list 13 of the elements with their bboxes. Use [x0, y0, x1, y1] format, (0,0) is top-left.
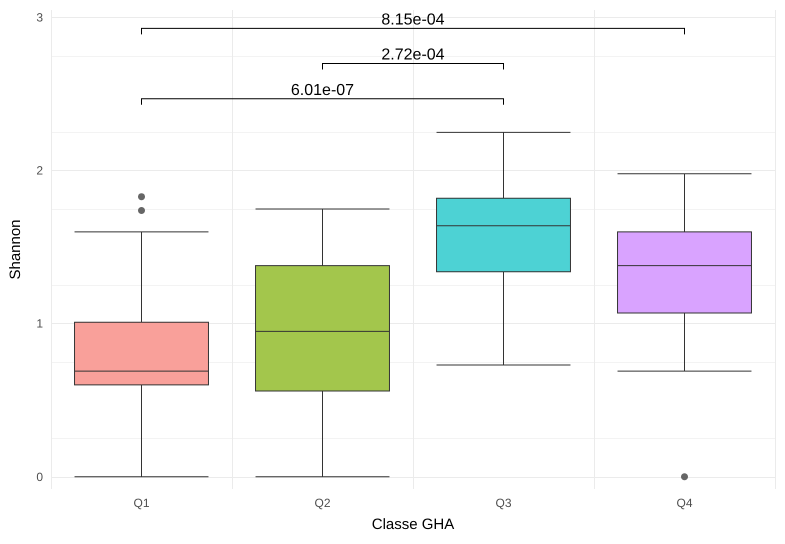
x-tick-label: Q4	[676, 496, 693, 510]
x-axis-title: Classe GHA	[372, 516, 454, 533]
y-tick-label: 1	[36, 316, 44, 331]
annotation: 2.72e-04	[381, 46, 445, 64]
annotation: 8.15e-04	[381, 11, 445, 28]
y-tick-label: 3	[36, 10, 44, 25]
annotation: 6.01e-07	[290, 82, 354, 99]
x-tick-label: Q1	[133, 496, 150, 510]
y-tick-label: 0	[36, 470, 44, 484]
x-tick-label: Q3	[495, 496, 512, 510]
y-axis-title: Shannon	[7, 219, 24, 280]
y-tick-label: 2	[36, 164, 44, 178]
x-tick-label: Q2	[314, 496, 331, 510]
